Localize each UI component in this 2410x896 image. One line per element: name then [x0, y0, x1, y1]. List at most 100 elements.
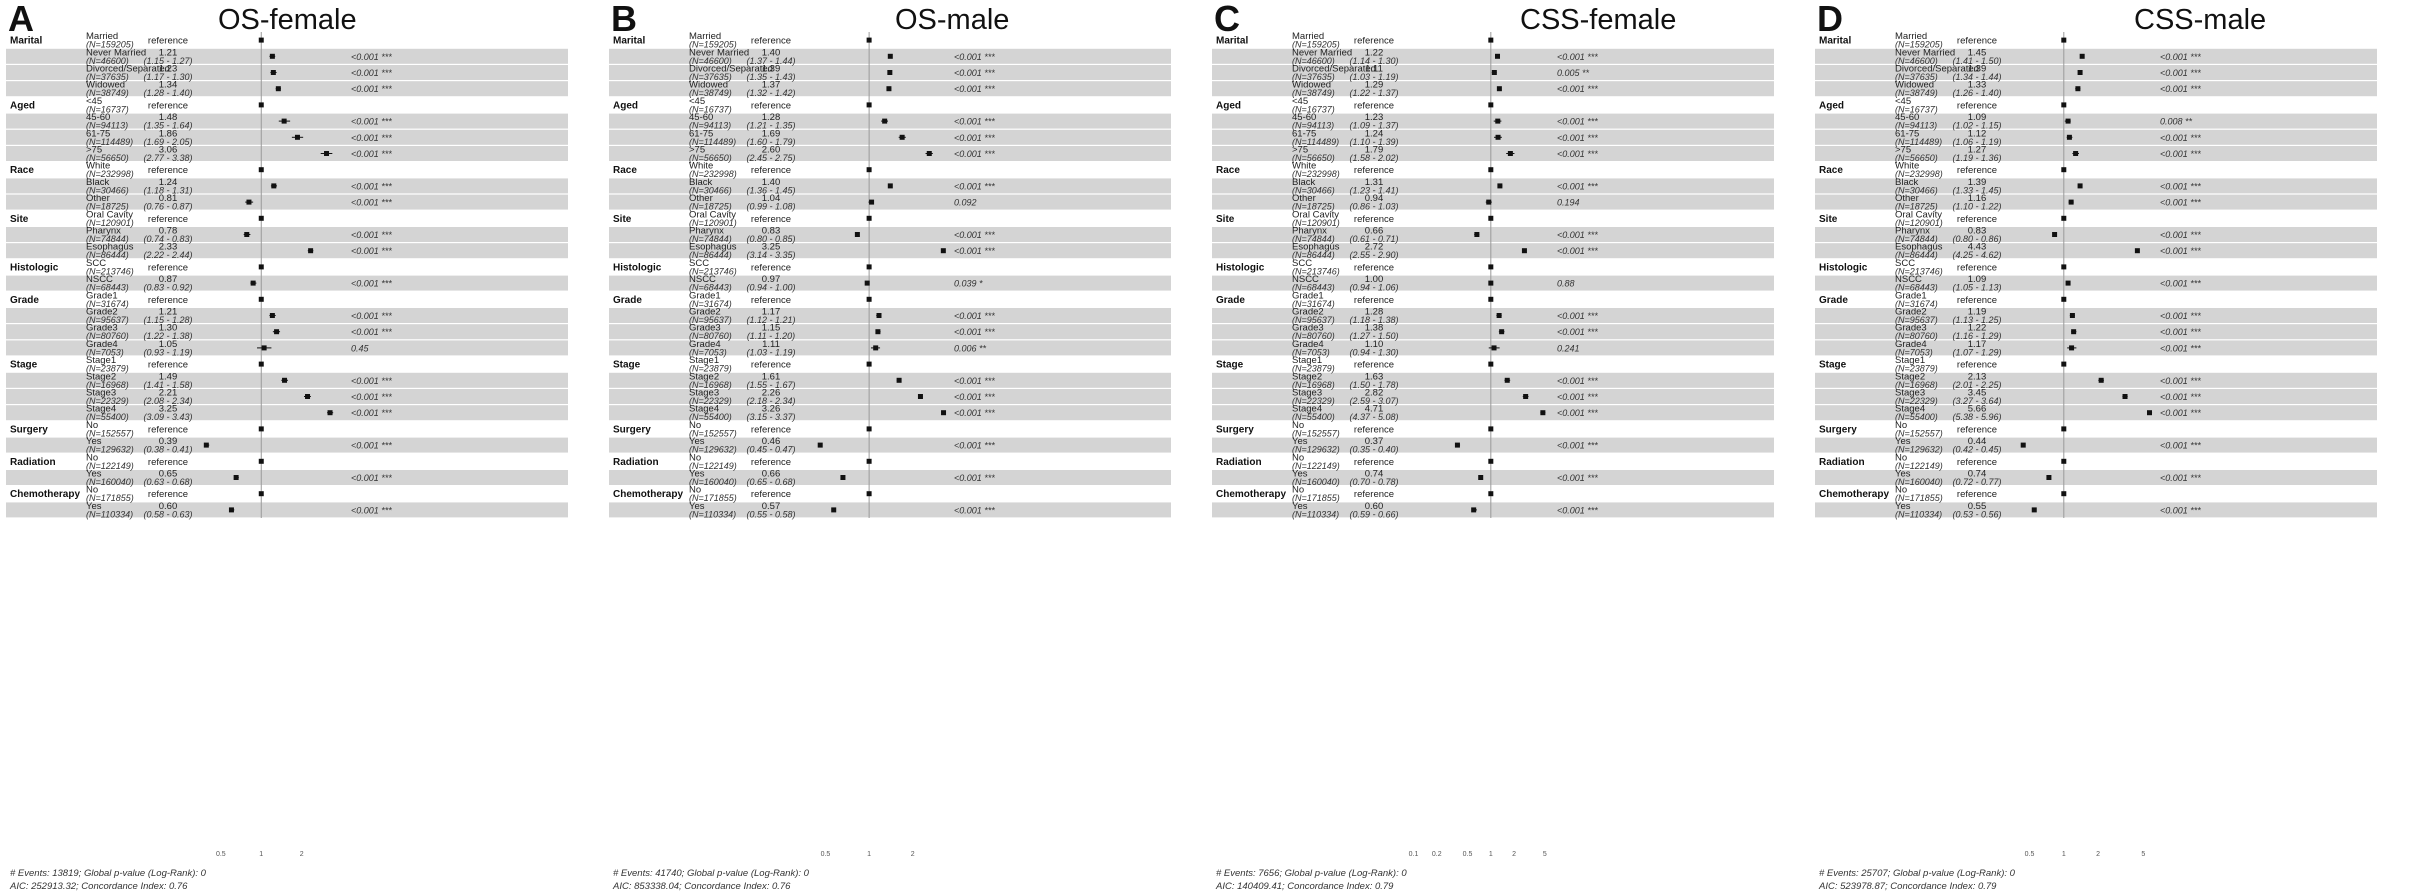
sample-size-label: (N=86444) [1292, 250, 1335, 260]
reference-point [258, 37, 264, 43]
hazard-ratio-label: 3.25 [762, 242, 781, 253]
hazard-ratio-point [2068, 199, 2074, 205]
row-band [1212, 502, 1774, 518]
p-value-label: <0.001 *** [1557, 133, 1598, 143]
row-band [609, 340, 1171, 356]
hazard-ratio-point [1496, 313, 1502, 318]
reference-label: reference [148, 214, 188, 225]
confidence-interval-label: (1.32 - 1.42) [746, 88, 795, 98]
confidence-interval-label: (1.21 - 1.35) [746, 121, 795, 131]
sample-size-label: (N=160040) [689, 477, 737, 487]
hazard-ratio-label: 1.21 [159, 47, 178, 58]
p-value-label: <0.001 *** [954, 246, 995, 256]
hazard-ratio-label: 1.49 [159, 371, 178, 382]
sample-size-label: (N=16968) [86, 380, 129, 390]
confidence-interval-label: (0.35 - 0.40) [1349, 445, 1398, 455]
row-band [1212, 405, 1774, 421]
hazard-ratio-point [887, 70, 893, 75]
sample-size-label: (N=22329) [1895, 396, 1938, 406]
p-value-label: <0.001 *** [2160, 327, 2201, 337]
level-label: SCC [689, 258, 709, 269]
hazard-ratio-point [270, 70, 276, 75]
sample-size-label: (N=232998) [1895, 169, 1943, 179]
sample-size-label: (N=114489) [1292, 137, 1339, 147]
hazard-ratio-label: 1.24 [159, 177, 178, 188]
reference-label: reference [1957, 100, 1997, 111]
sample-size-label: (N=7053) [86, 347, 124, 357]
level-label: Stage3 [689, 388, 719, 399]
hazard-ratio-label: 0.57 [762, 501, 781, 512]
sample-size-label: (N=68443) [689, 283, 732, 293]
hazard-ratio-point [275, 86, 281, 92]
p-value-label: <0.001 *** [351, 311, 392, 321]
confidence-interval-label: (1.18 - 1.31) [143, 185, 192, 195]
confidence-interval-label: (1.05 - 1.13) [1952, 283, 2001, 293]
section-label: Chemotherapy [10, 489, 80, 500]
reference-point [258, 167, 264, 173]
level-label: Grade4 [1895, 339, 1927, 350]
row-band [6, 227, 568, 242]
section-label: Stage [1216, 360, 1244, 371]
hazard-ratio-point [2069, 345, 2075, 351]
x-tick-label: 1 [259, 851, 263, 858]
x-tick-label: 1 [2062, 851, 2066, 858]
hazard-ratio-label: 3.45 [1968, 388, 1987, 399]
p-value-label: <0.001 *** [954, 408, 995, 418]
p-value-label: <0.001 *** [1557, 441, 1598, 451]
hazard-ratio-label: 1.39 [762, 64, 781, 75]
level-label: <45 [86, 96, 102, 107]
p-value-label: <0.001 *** [2160, 279, 2201, 289]
row-band [1815, 502, 2377, 518]
p-value-label: <0.001 *** [954, 181, 995, 191]
p-value-label: <0.001 *** [2160, 52, 2201, 62]
reference-point [866, 458, 872, 464]
reference-point [258, 458, 264, 464]
sample-size-label: (N=74844) [86, 234, 129, 244]
section-label: Site [10, 214, 29, 225]
sample-size-label: (N=95637) [689, 315, 732, 325]
confidence-interval-label: (1.09 - 1.37) [1349, 121, 1398, 131]
level-label: Black [1895, 177, 1918, 188]
confidence-interval-label: (1.35 - 1.43) [746, 72, 795, 82]
level-label: Yes [689, 436, 705, 447]
hazard-ratio-point [869, 199, 875, 205]
hazard-ratio-point [882, 118, 888, 124]
hazard-ratio-label: 4.71 [1365, 404, 1384, 415]
p-value-label: 0.005 ** [1557, 68, 1590, 78]
sample-size-label: (N=86444) [86, 250, 129, 260]
confidence-interval-label: (3.27 - 3.64) [1952, 396, 2001, 406]
level-label: Widowed [1895, 80, 1934, 91]
sample-size-label: (N=56650) [689, 153, 732, 163]
row-band [1212, 178, 1774, 194]
level-label: Grade4 [689, 339, 721, 350]
hazard-ratio-point [274, 329, 280, 335]
level-label: Esophagus [689, 242, 737, 253]
p-value-label: <0.001 *** [2160, 343, 2201, 353]
row-band [1212, 194, 1774, 210]
row-band [1815, 437, 2377, 453]
reference-label: reference [1354, 424, 1394, 435]
row-band [6, 178, 568, 194]
sample-size-label: (N=18725) [1292, 202, 1335, 212]
hazard-ratio-point [228, 507, 234, 513]
x-tick-label: 1 [1489, 851, 1493, 858]
level-label: Stage4 [1895, 404, 1925, 415]
sample-size-label: (N=80760) [86, 331, 129, 341]
section-label: Surgery [10, 424, 48, 435]
hazard-ratio-point [876, 313, 882, 318]
confidence-interval-label: (0.59 - 0.66) [1349, 509, 1398, 519]
hazard-ratio-label: 0.74 [1968, 469, 1987, 480]
hazard-ratio-label: 0.81 [159, 193, 178, 204]
hazard-ratio-label: 0.44 [1968, 436, 1987, 447]
reference-point [1488, 37, 1494, 43]
sample-size-label: (N=56650) [86, 153, 129, 163]
hazard-ratio-label: 1.16 [1968, 193, 1987, 204]
confidence-interval-label: (2.55 - 2.90) [1349, 250, 1398, 260]
hazard-ratio-label: 1.15 [762, 323, 781, 334]
confidence-interval-label: (0.55 - 0.58) [746, 509, 795, 519]
level-label: Never Married [1292, 47, 1352, 58]
hazard-ratio-point [875, 329, 881, 335]
hazard-ratio-label: 1.19 [1968, 307, 1987, 318]
hazard-ratio-label: 2.60 [762, 145, 781, 156]
reference-point [1488, 458, 1494, 464]
